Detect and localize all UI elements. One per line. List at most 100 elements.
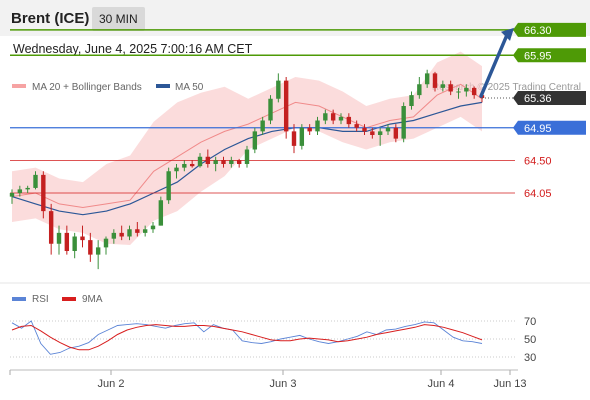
candle [197, 156, 203, 167]
candle [338, 116, 344, 121]
candle [103, 238, 109, 248]
candle [330, 113, 336, 121]
candle [260, 120, 265, 132]
rsi-panel: 70 50 30 [10, 316, 536, 364]
candle [119, 232, 124, 237]
candle [236, 160, 242, 164]
rsi-tick-50: 50 [524, 334, 536, 346]
candle [150, 225, 156, 230]
timeframe-badge[interactable]: 30 MIN [92, 7, 145, 31]
candle [417, 84, 422, 96]
candle [9, 193, 15, 197]
bb-legend-swatch [12, 84, 26, 88]
candle [205, 156, 211, 164]
candle [424, 73, 430, 85]
rsi-gridlines [10, 320, 515, 358]
candle [72, 236, 77, 251]
candle [385, 127, 391, 132]
candle [88, 240, 93, 255]
candle [174, 167, 179, 172]
candle [80, 236, 85, 241]
candle [182, 164, 187, 168]
candle [471, 87, 477, 96]
candle [456, 91, 461, 93]
candle [276, 80, 281, 99]
candle [354, 124, 359, 128]
candle [291, 131, 297, 146]
rsi-ma-line [11, 324, 483, 351]
candle [401, 106, 406, 139]
rsi-legend-swatch [12, 297, 26, 301]
candle [362, 127, 367, 132]
rsi-tick-labels: 70 50 30 [524, 316, 536, 364]
candle [244, 149, 250, 164]
level-label-box [513, 120, 586, 135]
candle [25, 187, 30, 190]
candle [17, 189, 23, 193]
candle [268, 98, 273, 121]
candle [229, 160, 234, 164]
candle [95, 247, 101, 255]
ma50-legend-swatch [156, 84, 170, 88]
rsi-ma-legend-swatch [62, 297, 76, 301]
level-label-64.50: 64.50 [524, 155, 552, 167]
candle [41, 174, 46, 212]
x-tick-label: Jun 4 [428, 378, 455, 390]
candle [299, 127, 305, 146]
level-label-66.30: 66.30 [524, 25, 552, 37]
rsi-legend-label: RSI [32, 294, 49, 305]
candle [189, 164, 195, 167]
candle [127, 229, 132, 237]
instrument-title: Brent (ICE) [11, 10, 90, 27]
rsi-ma-legend-label: 9MA [82, 294, 103, 305]
level-label-64.05: 64.05 [524, 188, 552, 200]
x-axis-ticks: Jun 2 Jun 3 Jun 4 Jun 13 [9, 370, 527, 390]
candle [346, 116, 352, 125]
bb-legend-label: MA 20 + Bollinger Bands [32, 82, 142, 93]
candle [323, 113, 328, 121]
candle [377, 131, 383, 135]
candle [409, 95, 414, 106]
candle [64, 232, 70, 251]
x-tick-label: Jun 2 [98, 378, 125, 390]
arrow-head [501, 27, 514, 41]
level-label-65.36: 65.36 [524, 93, 552, 105]
candle [56, 232, 62, 244]
level-label-box [513, 48, 586, 63]
level-label-65.95: 65.95 [524, 50, 552, 62]
price-panel: 66.30 65.95 65.36 64.95 64.50 64.05 [9, 22, 586, 270]
credit-text: Research © 2025 Trading Central [432, 82, 581, 93]
level-label-box [513, 22, 586, 37]
candle [432, 73, 438, 88]
candle [158, 200, 164, 226]
candle [111, 232, 117, 239]
arrow-shaft [479, 33, 509, 98]
candle [440, 84, 446, 88]
rsi-tick-70: 70 [524, 316, 536, 328]
candle [213, 160, 218, 164]
candle [142, 229, 148, 233]
candle [370, 131, 375, 135]
ma50-legend-label: MA 50 [175, 82, 204, 93]
candle [307, 127, 312, 132]
level-label-box [513, 91, 586, 106]
rsi-tick-30: 30 [524, 352, 536, 364]
trend-arrow [479, 27, 514, 98]
candle [252, 131, 258, 150]
candle [48, 211, 54, 244]
candle [393, 127, 399, 139]
level-label-64.95: 64.95 [524, 123, 552, 135]
candle [315, 120, 320, 132]
candle [33, 174, 38, 188]
chart-timestamp: Wednesday, June 4, 2025 7:00:16 AM CET [13, 42, 253, 56]
level-labels: 66.30 65.95 65.36 64.95 64.50 64.05 [513, 22, 586, 200]
candles [9, 69, 485, 270]
candle [135, 229, 140, 233]
rsi-line [11, 320, 483, 355]
x-tick-label: Jun 13 [493, 378, 526, 390]
candle [448, 84, 453, 92]
candle [464, 87, 469, 92]
candle [283, 80, 289, 132]
